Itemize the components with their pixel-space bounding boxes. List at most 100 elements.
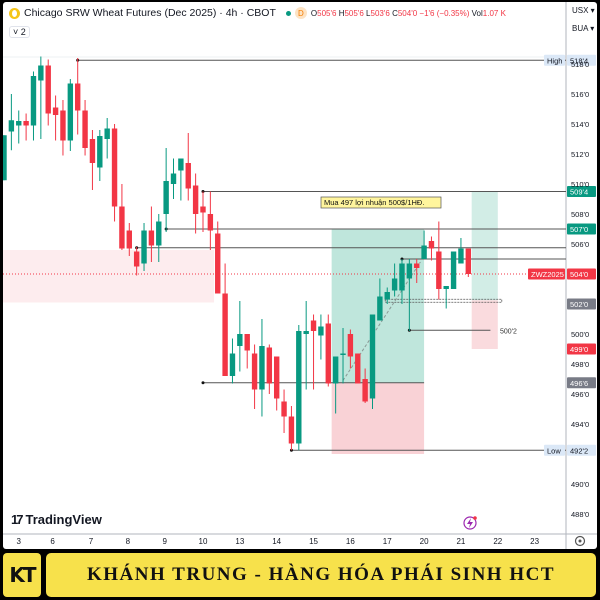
candle-body — [156, 221, 162, 246]
chart-window: Mua 497 lợi nhuận 500$/1HĐ. 500'2 518'0 … — [3, 2, 597, 549]
candle-body — [458, 248, 464, 264]
candle-body — [436, 251, 442, 289]
tradingview-logo[interactable]: 17 TradingView — [11, 512, 102, 527]
high-label: H — [338, 8, 345, 18]
candle — [340, 328, 346, 384]
candle — [104, 118, 110, 159]
time-tick-label: 20 — [420, 537, 429, 546]
tradingview-mark-icon: 17 — [11, 512, 24, 527]
candle-body — [384, 292, 390, 300]
candle — [111, 124, 118, 222]
level-tag-496: 496'6 — [570, 379, 588, 388]
candle-body — [259, 346, 265, 390]
candle — [414, 259, 420, 283]
candle-body — [141, 230, 147, 264]
indicators-toggle[interactable]: ˅ 2 — [9, 26, 30, 38]
candle-body — [414, 263, 420, 268]
time-tick-label: 7 — [89, 537, 94, 546]
volume-value: 1.07 K — [482, 8, 506, 18]
level-tag-bg — [567, 186, 596, 197]
price-tick-label: 500'0 — [571, 330, 589, 339]
entry-line — [384, 298, 503, 303]
candle — [266, 344, 273, 394]
kt-logo: KT — [3, 553, 41, 597]
candle — [303, 301, 309, 390]
candle-body — [8, 120, 15, 132]
candle — [23, 113, 29, 141]
candle — [97, 130, 103, 181]
candle-body — [16, 121, 22, 126]
candle — [244, 334, 250, 369]
candle — [3, 135, 7, 181]
candle — [119, 184, 125, 250]
candle-body — [38, 65, 44, 81]
price-tick-label: 494'0 — [571, 420, 589, 429]
candlestick-chart[interactable]: Mua 497 lợi nhuận 500$/1HĐ. 500'2 518'0 … — [3, 2, 597, 549]
time-tick-label: 14 — [272, 537, 281, 546]
candle-body — [89, 139, 96, 163]
candle-body — [332, 356, 339, 384]
high-value: 505'6 — [344, 8, 364, 18]
price-tick-label: 488'0 — [571, 510, 589, 519]
candle — [355, 353, 361, 384]
symbol-legend: Chicago SRW Wheat Futures (Dec 2025) · 4… — [9, 7, 506, 19]
lightning-icon[interactable] — [463, 516, 477, 530]
candle — [156, 214, 162, 262]
candle — [148, 206, 155, 262]
price-tick-label: 508'0 — [571, 210, 589, 219]
price-tick-label: 518'0 — [571, 60, 589, 69]
price-tag-bg — [567, 268, 596, 280]
candle — [347, 329, 354, 369]
candle-body — [222, 293, 228, 376]
candle — [450, 251, 457, 289]
candle-body — [428, 241, 435, 249]
unit-select[interactable]: BUA ▾ — [572, 24, 595, 33]
low-side-label: Low — [547, 446, 561, 455]
candle-body — [377, 296, 383, 321]
time-tick-label: 15 — [309, 537, 318, 546]
high-level-tag: 518'4 — [570, 56, 588, 65]
candle-body — [399, 263, 405, 291]
currency-select[interactable]: USX ▾ — [572, 6, 595, 15]
time-tick-label: 22 — [493, 537, 502, 546]
candle — [237, 301, 243, 372]
long-position-target — [471, 191, 498, 301]
candle — [259, 319, 265, 417]
candle — [67, 79, 74, 151]
candle-body — [178, 158, 184, 171]
annotation-text[interactable]: Mua 497 lợi nhuận 500$/1HĐ. — [324, 198, 424, 207]
candle — [178, 158, 184, 201]
candle — [406, 259, 413, 331]
candle-body — [391, 278, 398, 291]
scale-settings: USX ▾ BUA ▾ — [569, 2, 597, 38]
price-tag-bg — [567, 298, 596, 310]
brand-banner: KT KHÁNH TRUNG - HÀNG HÓA PHÁI SINH HCT — [0, 550, 600, 600]
candle — [296, 325, 302, 451]
candle-body — [281, 401, 287, 417]
price-tick-label: 498'0 — [571, 360, 589, 369]
candle-body — [52, 107, 59, 115]
candle — [229, 338, 236, 384]
candle-body — [104, 128, 110, 139]
open-label: O — [310, 8, 318, 18]
time-tick-label: 17 — [383, 537, 392, 546]
chart-shapes — [3, 2, 597, 549]
candle-body — [450, 251, 457, 289]
candle-body — [111, 128, 118, 207]
candle-body — [192, 185, 199, 214]
chart-labels: Mua 497 lợi nhuận 500$/1HĐ. 500'2 518'0 … — [17, 56, 590, 546]
candle — [465, 248, 472, 277]
symbol-title[interactable]: Chicago SRW Wheat Futures (Dec 2025) · 4… — [24, 7, 276, 19]
candle — [75, 58, 81, 135]
long-position-stop — [471, 300, 498, 349]
side-label-bg — [544, 54, 565, 66]
candle — [163, 148, 169, 232]
marker-label: 500'2 — [500, 328, 517, 335]
candle-body — [288, 416, 295, 444]
price-tick-label: 516'0 — [571, 90, 589, 99]
settings-gear-icon[interactable] — [574, 535, 586, 547]
price-tick-label: 506'0 — [571, 240, 589, 249]
candle-body — [215, 233, 221, 294]
candle — [207, 191, 214, 250]
delayed-badge[interactable]: D — [294, 7, 307, 19]
